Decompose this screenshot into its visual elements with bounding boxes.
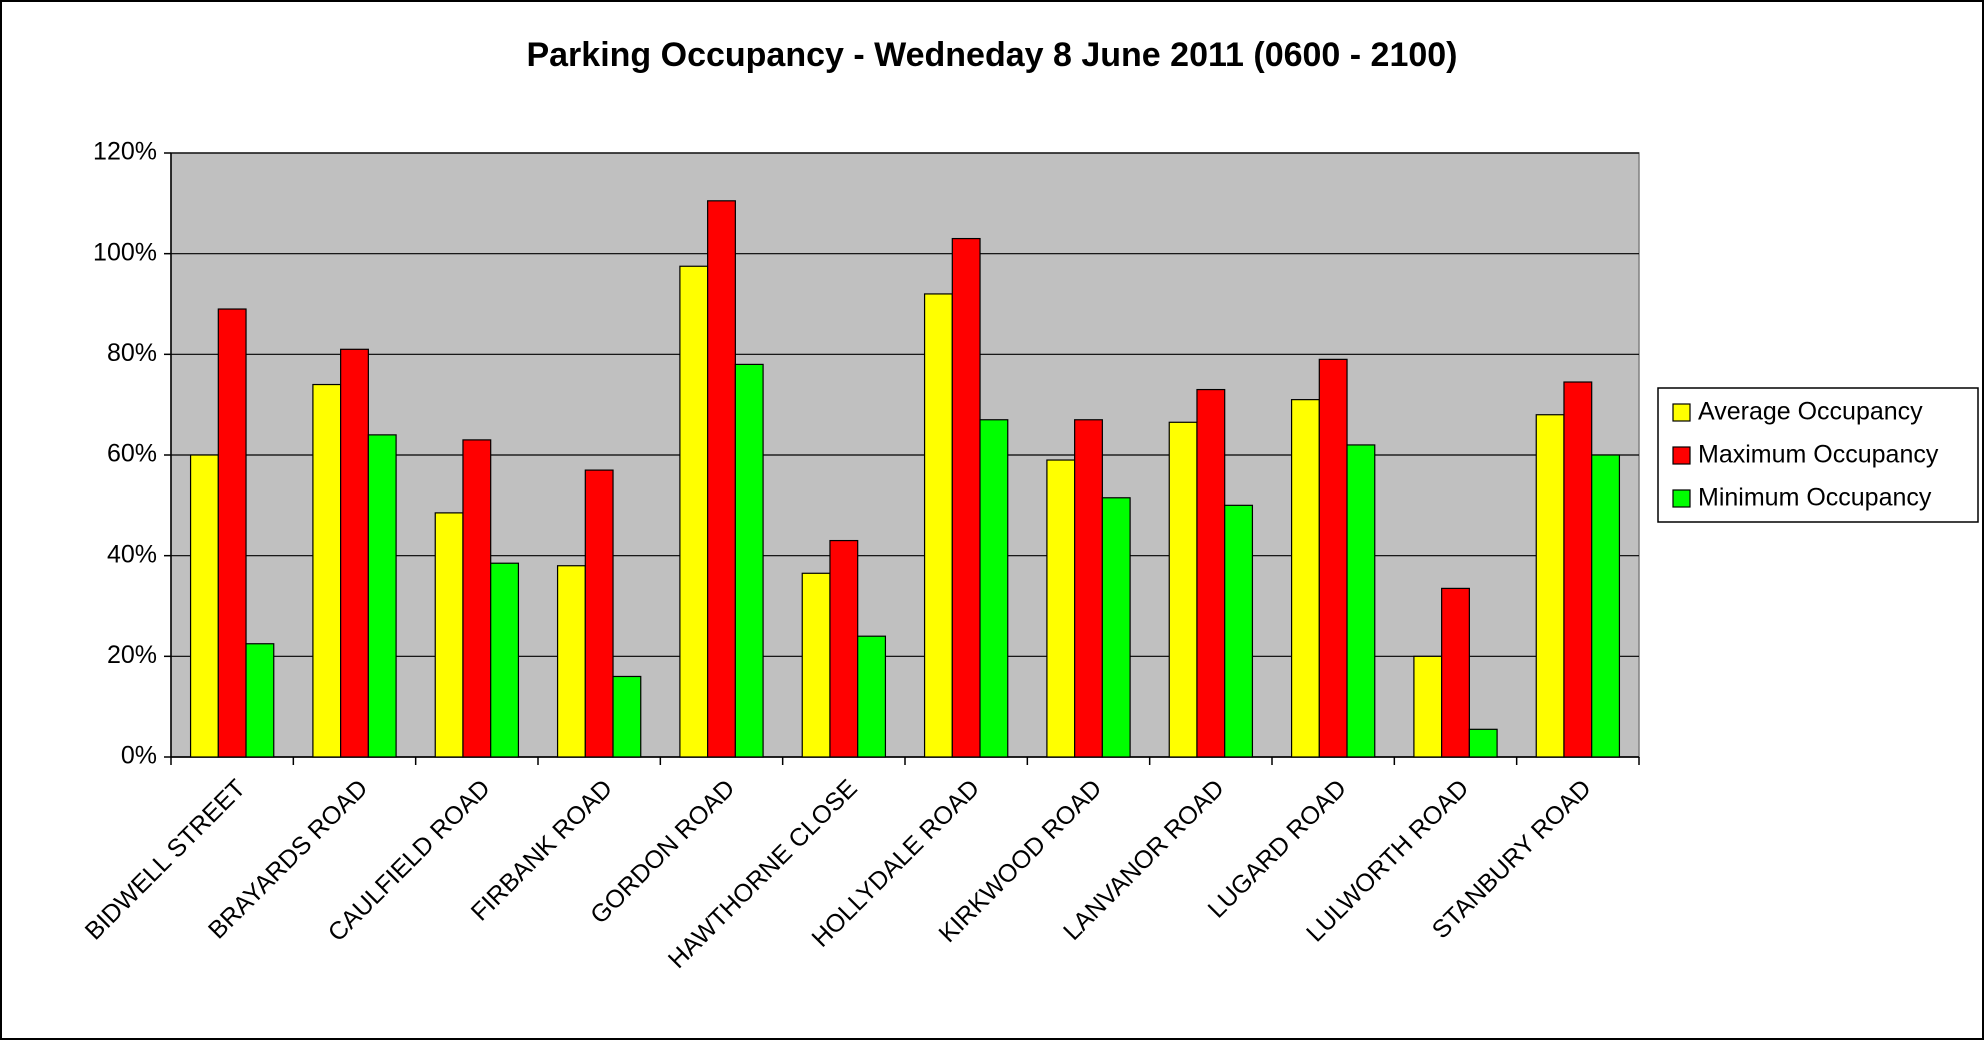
bar: [340, 348, 369, 758]
legend-swatch: [1672, 446, 1691, 465]
bar: [951, 237, 981, 758]
bar: [734, 363, 764, 758]
y-tick-label: 40%: [107, 540, 157, 568]
bar: [1413, 655, 1443, 758]
bar: [801, 572, 831, 758]
bar: [1196, 388, 1226, 758]
bar: [312, 383, 342, 758]
bar: [857, 635, 887, 758]
legend-swatch: [1672, 489, 1691, 508]
bar: [1346, 444, 1376, 758]
legend-box: [1657, 387, 1979, 523]
chart-title: Parking Occupancy - Wedneday 8 June 2011…: [526, 36, 1457, 74]
legend-label: Average Occupancy: [1698, 398, 1923, 426]
bar: [1563, 381, 1593, 758]
bar: [217, 308, 247, 758]
legend-label: Maximum Occupancy: [1698, 441, 1939, 469]
bar: [1318, 358, 1348, 758]
bar: [1290, 399, 1320, 758]
bar: [367, 434, 397, 758]
bar: [1101, 497, 1131, 758]
bar: [707, 200, 736, 758]
bar: [556, 565, 586, 758]
y-tick-label: 20%: [107, 641, 157, 669]
bar: [1168, 421, 1198, 758]
bar: [434, 512, 464, 758]
y-tick-label: 0%: [121, 742, 157, 770]
y-tick-label: 120%: [93, 138, 157, 166]
bar: [1441, 587, 1470, 758]
bar: [1468, 728, 1498, 758]
legend-swatch: [1672, 403, 1691, 422]
bar: [1591, 454, 1621, 758]
legend-label: Minimum Occupancy: [1698, 484, 1932, 512]
bar: [1535, 414, 1565, 758]
y-tick-label: 80%: [107, 339, 157, 367]
y-tick-label: 100%: [93, 238, 157, 266]
bar: [462, 439, 492, 758]
bar: [829, 539, 859, 758]
bar: [584, 469, 614, 758]
bar: [923, 293, 953, 758]
bar: [1224, 504, 1254, 758]
bar: [679, 265, 709, 758]
bar: [979, 419, 1009, 758]
bar: [612, 675, 642, 758]
bar: [245, 643, 275, 758]
bar: [1074, 419, 1103, 758]
bar: [1046, 459, 1076, 758]
y-tick-label: 60%: [107, 440, 157, 468]
bar: [189, 454, 219, 758]
bar: [490, 562, 520, 758]
